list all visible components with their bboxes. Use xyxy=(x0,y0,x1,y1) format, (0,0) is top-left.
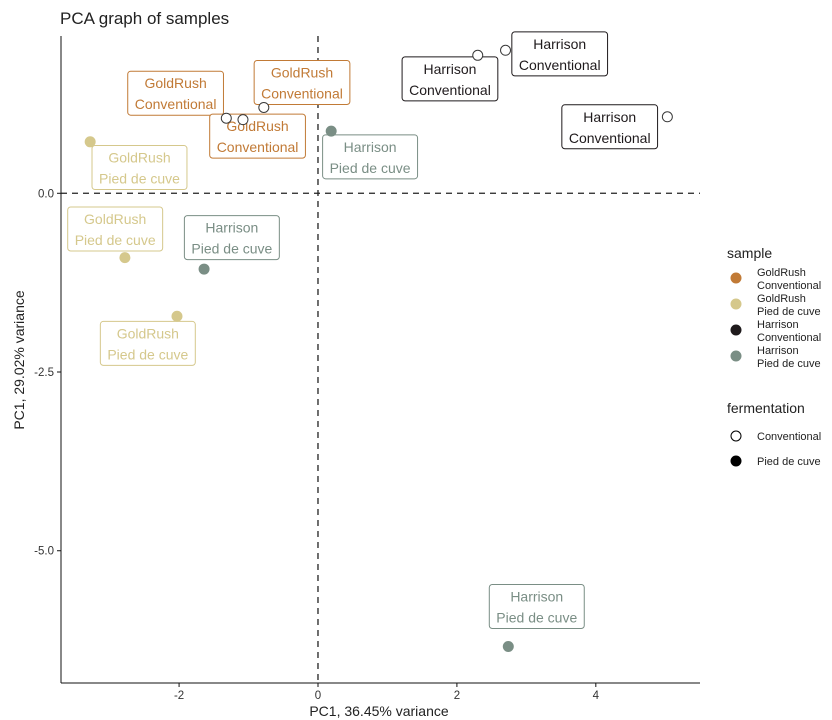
label-box xyxy=(99,320,196,366)
label-line1: GoldRush xyxy=(144,75,206,91)
label-goldrush-conventional: GoldRush Conventional xyxy=(253,59,351,105)
label-box xyxy=(511,31,609,77)
label-goldrush-pied-de-cuve: GoldRush Pied de cuve xyxy=(99,320,196,366)
point-goldrush-conventional xyxy=(258,101,270,113)
label-line1: GoldRush xyxy=(108,150,170,166)
label-line2: Conventional xyxy=(409,82,491,98)
label-box xyxy=(91,145,188,191)
label-box xyxy=(401,56,499,102)
x-tick-label: 0 xyxy=(315,690,321,702)
label-line2: Conventional xyxy=(135,96,217,112)
legend-label-line2: Conventional xyxy=(757,280,821,292)
x-tick-label: 2 xyxy=(454,690,460,702)
point-harrison-conventional xyxy=(472,49,484,61)
chart-title: PCA graph of samples xyxy=(60,9,229,28)
point-harrison-conventional xyxy=(661,111,673,123)
legend-label-line2: Conventional xyxy=(757,332,821,344)
label-line1: GoldRush xyxy=(117,325,179,341)
legend-label-line2: Pied de cuve xyxy=(757,306,821,318)
legend-label-pied-de-cuve: Pied de cuve xyxy=(757,456,821,468)
legend-title-fermentation: fermentation xyxy=(727,400,805,416)
y-tick-label: -5.0 xyxy=(34,546,54,558)
label-goldrush-pied-de-cuve: GoldRush Pied de cuve xyxy=(67,206,164,252)
label-box xyxy=(253,59,351,105)
label-line1: Harrison xyxy=(510,589,563,605)
point-harrison-pied-de-cuve xyxy=(198,263,210,275)
legend-key-goldrush-pied-de-cuve xyxy=(730,298,742,310)
label-box xyxy=(183,215,280,261)
legend-label-line1: Harrison xyxy=(757,319,799,331)
point-labels: GoldRush Conventional GoldRush Conventional… xyxy=(67,31,659,630)
label-line2: Conventional xyxy=(569,130,651,146)
label-line1: Harrison xyxy=(583,109,636,125)
point-goldrush-pied-de-cuve xyxy=(171,310,183,322)
label-box xyxy=(209,113,306,159)
legend-key-harrison-pied-de-cuve xyxy=(730,350,742,362)
label-line2: Pied de cuve xyxy=(191,241,272,257)
axes: -2 0 2 4 0.0 -2.5 -5.0 xyxy=(34,36,700,702)
label-line2: Pied de cuve xyxy=(330,160,411,176)
x-tick-label: 4 xyxy=(593,690,600,702)
label-harrison-pied-de-cuve: Harrison Pied de cuve xyxy=(183,215,280,261)
legend: sample fermentation GoldRushConventional… xyxy=(727,245,821,468)
label-box xyxy=(127,70,224,116)
data-points xyxy=(84,44,673,653)
label-line2: Pied de cuve xyxy=(107,346,188,362)
label-line1: GoldRush xyxy=(226,118,288,134)
label-line2: Pied de cuve xyxy=(99,171,180,187)
x-tick-label: -2 xyxy=(174,690,184,702)
label-line2: Conventional xyxy=(217,139,299,155)
point-goldrush-conventional xyxy=(237,114,249,126)
label-harrison-pied-de-cuve: Harrison Pied de cuve xyxy=(322,134,419,180)
point-harrison-conventional xyxy=(500,44,512,56)
label-line1: GoldRush xyxy=(84,211,146,227)
label-line1: GoldRush xyxy=(271,64,333,80)
y-tick-label: -2.5 xyxy=(34,367,54,379)
label-box xyxy=(488,584,585,630)
label-box xyxy=(322,134,419,180)
legend-label-line1: GoldRush xyxy=(757,267,806,279)
legend-key-goldrush-conventional xyxy=(730,272,742,284)
label-harrison-conventional: Harrison Conventional xyxy=(561,104,659,150)
legend-title-sample: sample xyxy=(727,245,772,261)
legend-label-line1: GoldRush xyxy=(757,293,806,305)
label-line1: Harrison xyxy=(533,36,586,52)
label-harrison-pied-de-cuve: Harrison Pied de cuve xyxy=(488,584,585,630)
point-harrison-pied-de-cuve xyxy=(325,125,337,137)
label-goldrush-conventional: GoldRush Conventional xyxy=(127,70,224,116)
point-goldrush-pied-de-cuve xyxy=(84,136,96,148)
label-goldrush-pied-de-cuve: GoldRush Pied de cuve xyxy=(91,145,188,191)
legend-label-line2: Pied de cuve xyxy=(757,358,821,370)
label-harrison-conventional: Harrison Conventional xyxy=(511,31,609,77)
legend-key-conventional xyxy=(730,430,742,442)
label-harrison-conventional: Harrison Conventional xyxy=(401,56,499,102)
label-box xyxy=(67,206,164,252)
label-line2: Pied de cuve xyxy=(496,610,577,626)
label-line1: Harrison xyxy=(344,139,397,155)
y-tick-label: 0.0 xyxy=(38,188,54,200)
legend-label-line1: Harrison xyxy=(757,345,799,357)
point-harrison-pied-de-cuve xyxy=(502,641,514,653)
label-line2: Pied de cuve xyxy=(75,232,156,248)
x-axis-title: PC1, 36.45% variance xyxy=(309,703,449,719)
label-line2: Conventional xyxy=(261,85,343,101)
label-line2: Conventional xyxy=(519,57,601,73)
reference-lines xyxy=(61,36,700,683)
y-axis-title: PC1, 29.02% variance xyxy=(11,290,27,430)
legend-key-pied-de-cuve xyxy=(730,455,742,467)
legend-label-conventional: Conventional xyxy=(757,431,821,443)
label-line1: Harrison xyxy=(424,61,477,77)
label-line1: Harrison xyxy=(205,220,258,236)
legend-key-harrison-conventional xyxy=(730,324,742,336)
point-goldrush-pied-de-cuve xyxy=(119,252,131,264)
point-goldrush-conventional xyxy=(220,112,232,124)
label-box xyxy=(561,104,659,150)
